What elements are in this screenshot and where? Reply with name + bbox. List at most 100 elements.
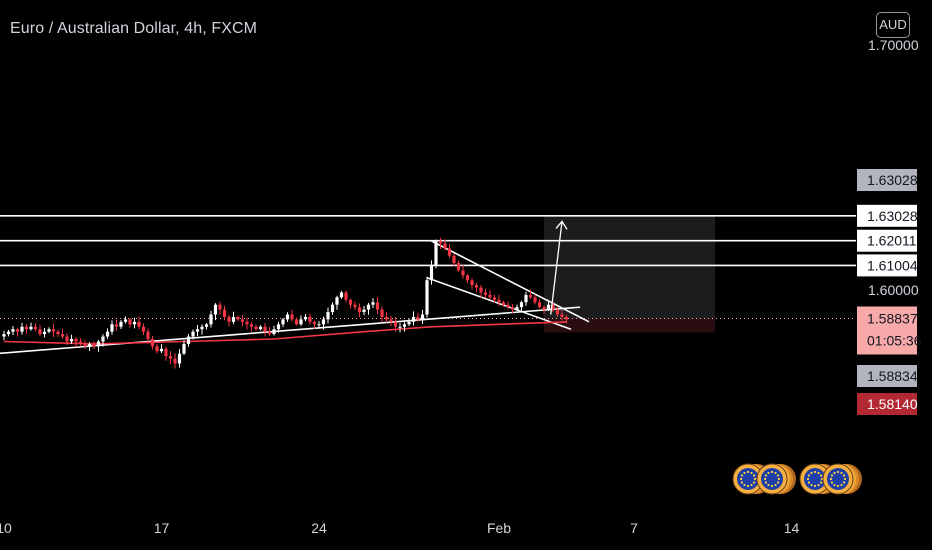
- candle: [465, 275, 470, 281]
- candle: [263, 326, 267, 332]
- candle: [281, 319, 285, 325]
- eu-event-3-star: [807, 474, 811, 477]
- candle: [326, 312, 330, 320]
- eu-event-3-star: [817, 471, 820, 475]
- eu-event-2-star: [776, 481, 780, 484]
- eu-event-1-star: [750, 471, 753, 475]
- top-level-price-label-bg[interactable]: [857, 169, 917, 191]
- candle: [447, 248, 452, 256]
- candle: [510, 307, 515, 310]
- candle: [321, 319, 326, 325]
- candle: [249, 324, 254, 327]
- eu-event-3-flag: [804, 468, 826, 490]
- eu-event-4-star: [829, 477, 833, 481]
- candle: [519, 302, 524, 308]
- level-price-label-2-bg[interactable]: [857, 254, 917, 277]
- x-tick-label-1: 17: [154, 520, 170, 536]
- level-price-label-1-bg[interactable]: [857, 229, 917, 252]
- candle: [123, 319, 128, 322]
- candle: [38, 329, 42, 335]
- ask-price-label: 1.58140: [867, 396, 918, 412]
- candle: [245, 321, 249, 325]
- bid-price-label-bg[interactable]: [857, 365, 917, 387]
- candle: [173, 358, 177, 364]
- candle: [96, 341, 101, 347]
- level-price-label-2: 1.61004: [867, 257, 918, 273]
- eu-event-1-star: [740, 481, 744, 484]
- eu-event-1-star: [752, 474, 756, 477]
- candle: [389, 319, 393, 322]
- current-price-label-bg[interactable]: [857, 306, 917, 355]
- candle: [560, 314, 564, 317]
- eu-event-1-star: [752, 481, 756, 484]
- candle: [452, 255, 456, 264]
- eu-event-4-star: [840, 471, 843, 475]
- countdown-label: 01:05:36: [867, 332, 922, 348]
- candle: [371, 302, 375, 305]
- eu-event-2-star: [767, 483, 770, 487]
- candle: [348, 299, 353, 305]
- candle: [506, 304, 510, 308]
- level-price-label-0-bg[interactable]: [857, 204, 917, 227]
- candle: [168, 356, 173, 359]
- candle: [533, 297, 537, 303]
- candle: [344, 292, 348, 300]
- eu-event-3-star: [810, 483, 813, 487]
- candle: [182, 343, 186, 354]
- candle: [317, 324, 321, 326]
- eu-event-1-star: [743, 483, 746, 487]
- candle: [164, 348, 168, 357]
- x-tick-label-5: 14: [784, 520, 800, 536]
- eu-event-1-star: [743, 471, 746, 475]
- candle: [411, 316, 416, 322]
- candle: [276, 324, 281, 330]
- eu-event-4-flag: [827, 468, 849, 490]
- candle: [83, 343, 87, 347]
- eu-event-3-star: [813, 484, 817, 488]
- candle: [542, 307, 546, 310]
- event-coins[interactable]: [732, 463, 862, 495]
- eu-event-1-star: [739, 477, 743, 481]
- candle: [299, 319, 303, 325]
- eu-event-3-star: [807, 481, 811, 484]
- candle: [105, 331, 110, 337]
- candle: [47, 329, 51, 332]
- eu-event-4-star: [842, 481, 846, 484]
- eu-event-3-star: [806, 477, 810, 481]
- candle: [186, 336, 191, 344]
- eu-event-2-star: [767, 471, 770, 475]
- x-tick-label-4: 7: [630, 520, 638, 536]
- eu-event-1-star: [750, 483, 753, 487]
- candle: [74, 339, 78, 342]
- candle: [479, 287, 483, 293]
- top-level-price-label: 1.63028: [867, 172, 918, 188]
- candle: [227, 316, 231, 322]
- eu-event-4-star: [830, 481, 834, 484]
- candle: [236, 316, 240, 320]
- candle: [393, 321, 398, 327]
- target-zone: [544, 216, 715, 330]
- candle: [177, 353, 182, 364]
- candle: [515, 307, 519, 310]
- candle: [11, 329, 15, 332]
- candle: [195, 329, 200, 332]
- eu-event-3-star: [819, 481, 823, 484]
- candle: [438, 241, 443, 244]
- eu-event-1-star: [746, 484, 750, 488]
- candle: [551, 304, 555, 310]
- candle: [407, 321, 411, 325]
- bid-price-label: 1.58834: [867, 368, 918, 384]
- eu-event-4-star: [830, 474, 834, 477]
- eu-event-4-star: [833, 483, 836, 487]
- candle: [6, 331, 11, 335]
- candle: [290, 314, 294, 320]
- currency-badge[interactable]: AUD: [876, 12, 910, 38]
- candle: [303, 316, 308, 320]
- candle: [285, 314, 290, 320]
- candle: [546, 304, 551, 310]
- ask-price-label-bg[interactable]: [857, 393, 917, 415]
- candle: [425, 280, 429, 315]
- eu-event-2-star: [764, 481, 768, 484]
- candle: [497, 299, 501, 303]
